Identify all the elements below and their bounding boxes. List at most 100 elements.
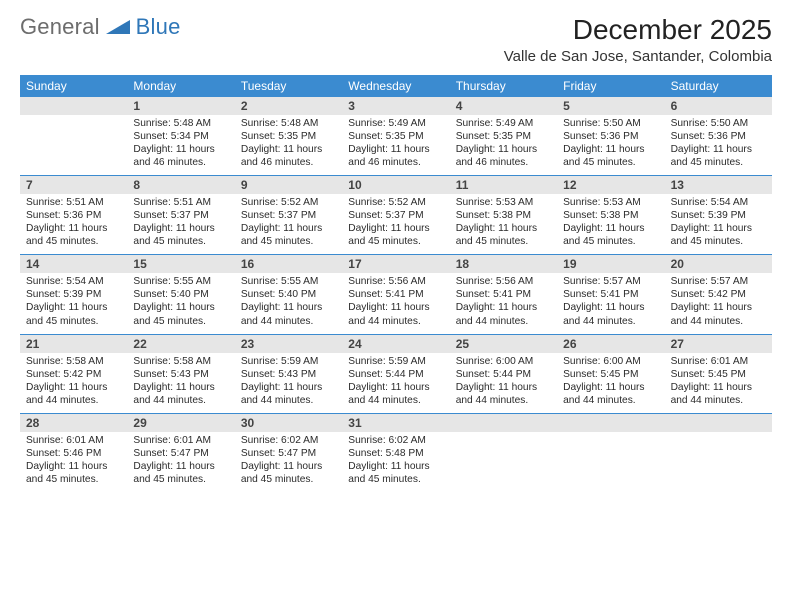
day-details: Sunrise: 5:57 AM Sunset: 5:42 PM Dayligh…	[665, 273, 772, 333]
calendar-page: General Blue December 2025 Valle de San …	[0, 0, 792, 492]
day-number: 7	[20, 176, 127, 194]
calendar-day-cell: 28Sunrise: 6:01 AM Sunset: 5:46 PM Dayli…	[20, 414, 127, 492]
calendar-day-cell: 2Sunrise: 5:48 AM Sunset: 5:35 PM Daylig…	[235, 97, 342, 175]
day-details	[20, 115, 127, 123]
day-number: 25	[450, 335, 557, 353]
calendar-week-row: 21Sunrise: 5:58 AM Sunset: 5:42 PM Dayli…	[20, 334, 772, 413]
day-number: 16	[235, 255, 342, 273]
day-details: Sunrise: 5:50 AM Sunset: 5:36 PM Dayligh…	[557, 115, 664, 175]
day-details: Sunrise: 6:02 AM Sunset: 5:47 PM Dayligh…	[235, 432, 342, 492]
day-details: Sunrise: 6:00 AM Sunset: 5:45 PM Dayligh…	[557, 353, 664, 413]
day-details: Sunrise: 5:52 AM Sunset: 5:37 PM Dayligh…	[342, 194, 449, 254]
day-details	[450, 432, 557, 440]
topbar: General Blue December 2025 Valle de San …	[20, 14, 772, 65]
location-subtitle: Valle de San Jose, Santander, Colombia	[504, 48, 772, 65]
day-details: Sunrise: 6:02 AM Sunset: 5:48 PM Dayligh…	[342, 432, 449, 492]
day-details: Sunrise: 5:55 AM Sunset: 5:40 PM Dayligh…	[127, 273, 234, 333]
calendar-day-cell: 9Sunrise: 5:52 AM Sunset: 5:37 PM Daylig…	[235, 176, 342, 254]
day-details: Sunrise: 5:51 AM Sunset: 5:37 PM Dayligh…	[127, 194, 234, 254]
day-number: 6	[665, 97, 772, 115]
calendar-day-cell	[20, 97, 127, 175]
day-details: Sunrise: 6:01 AM Sunset: 5:46 PM Dayligh…	[20, 432, 127, 492]
calendar-day-cell: 7Sunrise: 5:51 AM Sunset: 5:36 PM Daylig…	[20, 176, 127, 254]
day-number	[450, 414, 557, 432]
calendar-day-cell: 6Sunrise: 5:50 AM Sunset: 5:36 PM Daylig…	[665, 97, 772, 175]
calendar-day-cell: 4Sunrise: 5:49 AM Sunset: 5:35 PM Daylig…	[450, 97, 557, 175]
weekday-header: Wednesday	[342, 75, 449, 97]
calendar-day-cell: 1Sunrise: 5:48 AM Sunset: 5:34 PM Daylig…	[127, 97, 234, 175]
weekday-header: Friday	[557, 75, 664, 97]
day-number: 4	[450, 97, 557, 115]
day-number: 3	[342, 97, 449, 115]
day-details: Sunrise: 5:56 AM Sunset: 5:41 PM Dayligh…	[450, 273, 557, 333]
calendar-day-cell: 18Sunrise: 5:56 AM Sunset: 5:41 PM Dayli…	[450, 255, 557, 333]
day-number: 31	[342, 414, 449, 432]
brand-word2: Blue	[136, 14, 181, 40]
day-number: 20	[665, 255, 772, 273]
day-details: Sunrise: 5:53 AM Sunset: 5:38 PM Dayligh…	[557, 194, 664, 254]
calendar-day-cell: 13Sunrise: 5:54 AM Sunset: 5:39 PM Dayli…	[665, 176, 772, 254]
calendar-week-row: 28Sunrise: 6:01 AM Sunset: 5:46 PM Dayli…	[20, 413, 772, 492]
day-details: Sunrise: 5:59 AM Sunset: 5:44 PM Dayligh…	[342, 353, 449, 413]
calendar-day-cell: 12Sunrise: 5:53 AM Sunset: 5:38 PM Dayli…	[557, 176, 664, 254]
day-details: Sunrise: 6:01 AM Sunset: 5:45 PM Dayligh…	[665, 353, 772, 413]
brand-logo: General Blue	[20, 14, 181, 40]
day-number: 8	[127, 176, 234, 194]
calendar-day-cell: 15Sunrise: 5:55 AM Sunset: 5:40 PM Dayli…	[127, 255, 234, 333]
calendar-day-cell: 23Sunrise: 5:59 AM Sunset: 5:43 PM Dayli…	[235, 335, 342, 413]
day-details: Sunrise: 5:48 AM Sunset: 5:34 PM Dayligh…	[127, 115, 234, 175]
day-details: Sunrise: 5:53 AM Sunset: 5:38 PM Dayligh…	[450, 194, 557, 254]
calendar-day-cell: 3Sunrise: 5:49 AM Sunset: 5:35 PM Daylig…	[342, 97, 449, 175]
calendar-day-cell: 19Sunrise: 5:57 AM Sunset: 5:41 PM Dayli…	[557, 255, 664, 333]
day-number: 30	[235, 414, 342, 432]
calendar-day-cell	[557, 414, 664, 492]
calendar-day-cell	[665, 414, 772, 492]
calendar-day-cell: 5Sunrise: 5:50 AM Sunset: 5:36 PM Daylig…	[557, 97, 664, 175]
day-number: 1	[127, 97, 234, 115]
calendar-day-cell: 27Sunrise: 6:01 AM Sunset: 5:45 PM Dayli…	[665, 335, 772, 413]
day-details	[557, 432, 664, 440]
brand-word1: General	[20, 14, 100, 40]
month-title: December 2025	[504, 14, 772, 46]
calendar-day-cell: 14Sunrise: 5:54 AM Sunset: 5:39 PM Dayli…	[20, 255, 127, 333]
calendar-day-cell: 11Sunrise: 5:53 AM Sunset: 5:38 PM Dayli…	[450, 176, 557, 254]
calendar-week-row: 7Sunrise: 5:51 AM Sunset: 5:36 PM Daylig…	[20, 175, 772, 254]
brand-triangle-icon	[106, 18, 132, 36]
day-details: Sunrise: 5:58 AM Sunset: 5:43 PM Dayligh…	[127, 353, 234, 413]
day-number: 9	[235, 176, 342, 194]
day-details: Sunrise: 6:01 AM Sunset: 5:47 PM Dayligh…	[127, 432, 234, 492]
day-number: 13	[665, 176, 772, 194]
day-number: 24	[342, 335, 449, 353]
calendar-day-cell: 25Sunrise: 6:00 AM Sunset: 5:44 PM Dayli…	[450, 335, 557, 413]
day-details	[665, 432, 772, 440]
weekday-header: Tuesday	[235, 75, 342, 97]
day-number: 12	[557, 176, 664, 194]
day-number: 17	[342, 255, 449, 273]
day-number: 19	[557, 255, 664, 273]
day-number: 29	[127, 414, 234, 432]
day-details: Sunrise: 5:52 AM Sunset: 5:37 PM Dayligh…	[235, 194, 342, 254]
day-details: Sunrise: 5:50 AM Sunset: 5:36 PM Dayligh…	[665, 115, 772, 175]
day-details: Sunrise: 5:58 AM Sunset: 5:42 PM Dayligh…	[20, 353, 127, 413]
day-details: Sunrise: 5:54 AM Sunset: 5:39 PM Dayligh…	[20, 273, 127, 333]
day-details: Sunrise: 5:48 AM Sunset: 5:35 PM Dayligh…	[235, 115, 342, 175]
calendar-day-cell: 10Sunrise: 5:52 AM Sunset: 5:37 PM Dayli…	[342, 176, 449, 254]
calendar-week-row: 1Sunrise: 5:48 AM Sunset: 5:34 PM Daylig…	[20, 97, 772, 175]
day-number: 18	[450, 255, 557, 273]
day-number: 28	[20, 414, 127, 432]
calendar-day-cell: 16Sunrise: 5:55 AM Sunset: 5:40 PM Dayli…	[235, 255, 342, 333]
weekday-header: Sunday	[20, 75, 127, 97]
day-details: Sunrise: 5:51 AM Sunset: 5:36 PM Dayligh…	[20, 194, 127, 254]
day-number	[665, 414, 772, 432]
day-details: Sunrise: 5:56 AM Sunset: 5:41 PM Dayligh…	[342, 273, 449, 333]
calendar-day-cell	[450, 414, 557, 492]
title-block: December 2025 Valle de San Jose, Santand…	[504, 14, 772, 65]
calendar-day-cell: 30Sunrise: 6:02 AM Sunset: 5:47 PM Dayli…	[235, 414, 342, 492]
day-number: 11	[450, 176, 557, 194]
weekday-header: Saturday	[665, 75, 772, 97]
calendar-grid: Sunday Monday Tuesday Wednesday Thursday…	[20, 75, 772, 492]
calendar-day-cell: 22Sunrise: 5:58 AM Sunset: 5:43 PM Dayli…	[127, 335, 234, 413]
weekday-header-row: Sunday Monday Tuesday Wednesday Thursday…	[20, 75, 772, 97]
day-details: Sunrise: 5:57 AM Sunset: 5:41 PM Dayligh…	[557, 273, 664, 333]
day-number: 14	[20, 255, 127, 273]
